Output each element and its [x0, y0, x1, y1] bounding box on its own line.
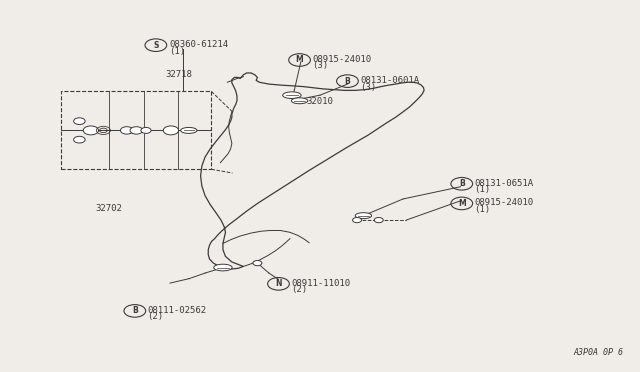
Text: (3): (3)	[312, 61, 328, 70]
Text: 32010: 32010	[306, 97, 333, 106]
Text: B: B	[344, 77, 350, 86]
Circle shape	[163, 126, 179, 135]
Text: 32718: 32718	[166, 70, 193, 79]
Text: B: B	[459, 179, 465, 188]
Text: M: M	[296, 55, 303, 64]
Text: (2): (2)	[291, 285, 307, 294]
Text: (1): (1)	[170, 46, 186, 55]
Text: A3P0A 0P 6: A3P0A 0P 6	[573, 348, 623, 357]
Text: 08131-0601A: 08131-0601A	[360, 76, 419, 85]
Bar	[61, 92, 211, 169]
Text: (2): (2)	[148, 312, 164, 321]
Text: 08360-61214: 08360-61214	[170, 40, 228, 49]
Circle shape	[374, 218, 383, 223]
Ellipse shape	[283, 92, 301, 99]
Circle shape	[74, 137, 85, 143]
Circle shape	[74, 118, 85, 125]
Ellipse shape	[291, 98, 308, 104]
Circle shape	[141, 128, 151, 134]
Text: 08911-11010: 08911-11010	[291, 279, 350, 288]
Text: (1): (1)	[474, 185, 491, 194]
Circle shape	[120, 127, 133, 134]
Text: M: M	[458, 199, 466, 208]
Text: B: B	[132, 307, 138, 315]
Circle shape	[130, 127, 143, 134]
Circle shape	[83, 126, 99, 135]
Circle shape	[253, 260, 262, 266]
Ellipse shape	[214, 264, 232, 271]
Text: (3): (3)	[360, 83, 376, 92]
Text: 08131-0651A: 08131-0651A	[474, 179, 534, 187]
Text: N: N	[275, 279, 282, 288]
Ellipse shape	[180, 128, 197, 134]
Text: 32702: 32702	[95, 204, 122, 213]
Text: S: S	[153, 41, 159, 50]
Text: 08915-24010: 08915-24010	[312, 55, 371, 64]
Ellipse shape	[355, 213, 372, 219]
Text: (1): (1)	[474, 205, 491, 214]
Text: 08915-24010: 08915-24010	[474, 198, 534, 207]
Text: 08111-02562: 08111-02562	[148, 306, 207, 315]
Circle shape	[353, 218, 362, 223]
